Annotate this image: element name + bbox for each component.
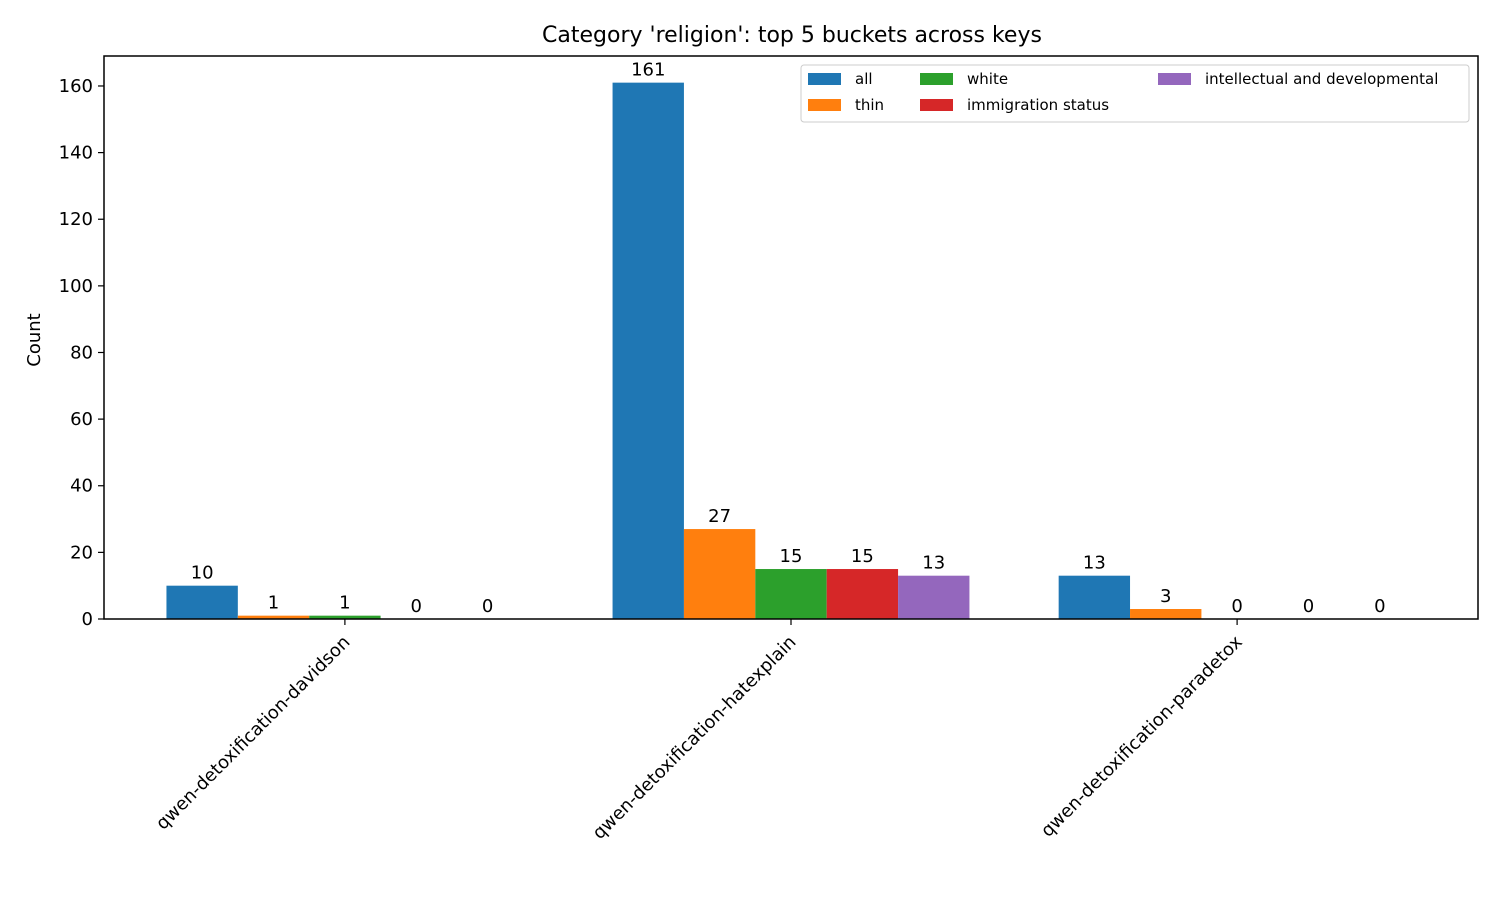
bar xyxy=(1130,609,1202,619)
bar-value-label: 13 xyxy=(922,553,945,574)
bar-value-label: 0 xyxy=(411,596,422,617)
x-tick-label: qwen-detoxification-hatexplain xyxy=(589,632,801,844)
bar xyxy=(898,575,970,619)
bar xyxy=(826,569,899,619)
bar-value-label: 1 xyxy=(339,593,350,614)
bar xyxy=(309,615,381,619)
bar xyxy=(1058,575,1131,619)
bar-value-label: 27 xyxy=(708,506,731,527)
legend-swatch xyxy=(808,73,841,85)
bar xyxy=(683,529,756,619)
legend-entry-label: white xyxy=(967,70,1008,88)
bar-value-label: 0 xyxy=(1303,596,1314,617)
bar-value-label: 161 xyxy=(631,60,665,81)
legend-entry-label: immigration status xyxy=(967,96,1109,114)
bar-value-label: 0 xyxy=(482,596,493,617)
plot-frame xyxy=(103,55,1479,620)
y-tick-label: 60 xyxy=(70,409,93,430)
y-tick-label: 0 xyxy=(82,609,93,630)
bar-value-label: 13 xyxy=(1083,553,1106,574)
y-tick-label: 160 xyxy=(59,76,93,97)
y-tick-label: 20 xyxy=(70,542,93,563)
bar-value-label: 15 xyxy=(851,546,874,567)
bar xyxy=(166,585,238,619)
bar-value-label: 0 xyxy=(1374,596,1385,617)
y-tick-label: 120 xyxy=(59,209,93,230)
bar-value-label: 0 xyxy=(1231,596,1242,617)
bar-value-label: 15 xyxy=(780,546,803,567)
bar xyxy=(237,615,310,619)
y-tick-label: 40 xyxy=(70,476,93,497)
plot-area: 10 161 13 1 27 3 1 15 0 0 15 0 0 13 0 0 20 40 60 80 100 120 14… xyxy=(59,55,1479,844)
legend-swatch xyxy=(920,73,953,85)
y-axis-label: Count xyxy=(24,313,45,366)
legend-entry-label: thin xyxy=(855,96,884,114)
bar xyxy=(755,569,827,619)
y-tick-label: 80 xyxy=(70,342,93,363)
legend-box xyxy=(800,64,1470,123)
bar-value-label: 3 xyxy=(1160,586,1171,607)
bar-value-label: 1 xyxy=(268,593,279,614)
bar xyxy=(612,82,684,620)
chart-title: Category 'religion': top 5 buckets acros… xyxy=(542,23,1042,48)
legend: all thin white immigration status intellectu… xyxy=(800,64,1470,123)
y-tick-label: 140 xyxy=(59,143,93,164)
legend-entry-label: all xyxy=(855,70,873,88)
bar-value-label: 10 xyxy=(191,563,214,584)
legend-entry-label: intellectual and developmental xyxy=(1205,70,1438,88)
x-tick-label: qwen-detoxification-paradetox xyxy=(1037,631,1247,841)
legend-swatch xyxy=(920,99,953,111)
legend-swatch xyxy=(808,99,841,111)
x-tick-label: qwen-detoxification-davidson xyxy=(152,632,354,834)
y-tick-label: 100 xyxy=(59,276,93,297)
legend-swatch xyxy=(1158,73,1191,85)
